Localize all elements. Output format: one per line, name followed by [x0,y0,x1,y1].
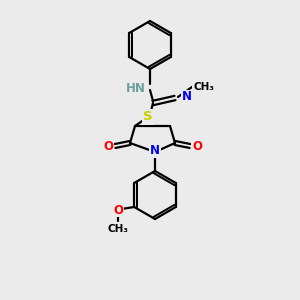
Text: N: N [150,145,160,158]
Text: O: O [113,203,123,217]
Text: HN: HN [126,82,146,94]
Text: N: N [182,91,192,103]
Text: CH₃: CH₃ [193,82,214,92]
Text: CH₃: CH₃ [108,224,129,234]
Text: O: O [103,140,113,152]
Text: O: O [192,140,202,152]
Text: S: S [143,110,153,124]
